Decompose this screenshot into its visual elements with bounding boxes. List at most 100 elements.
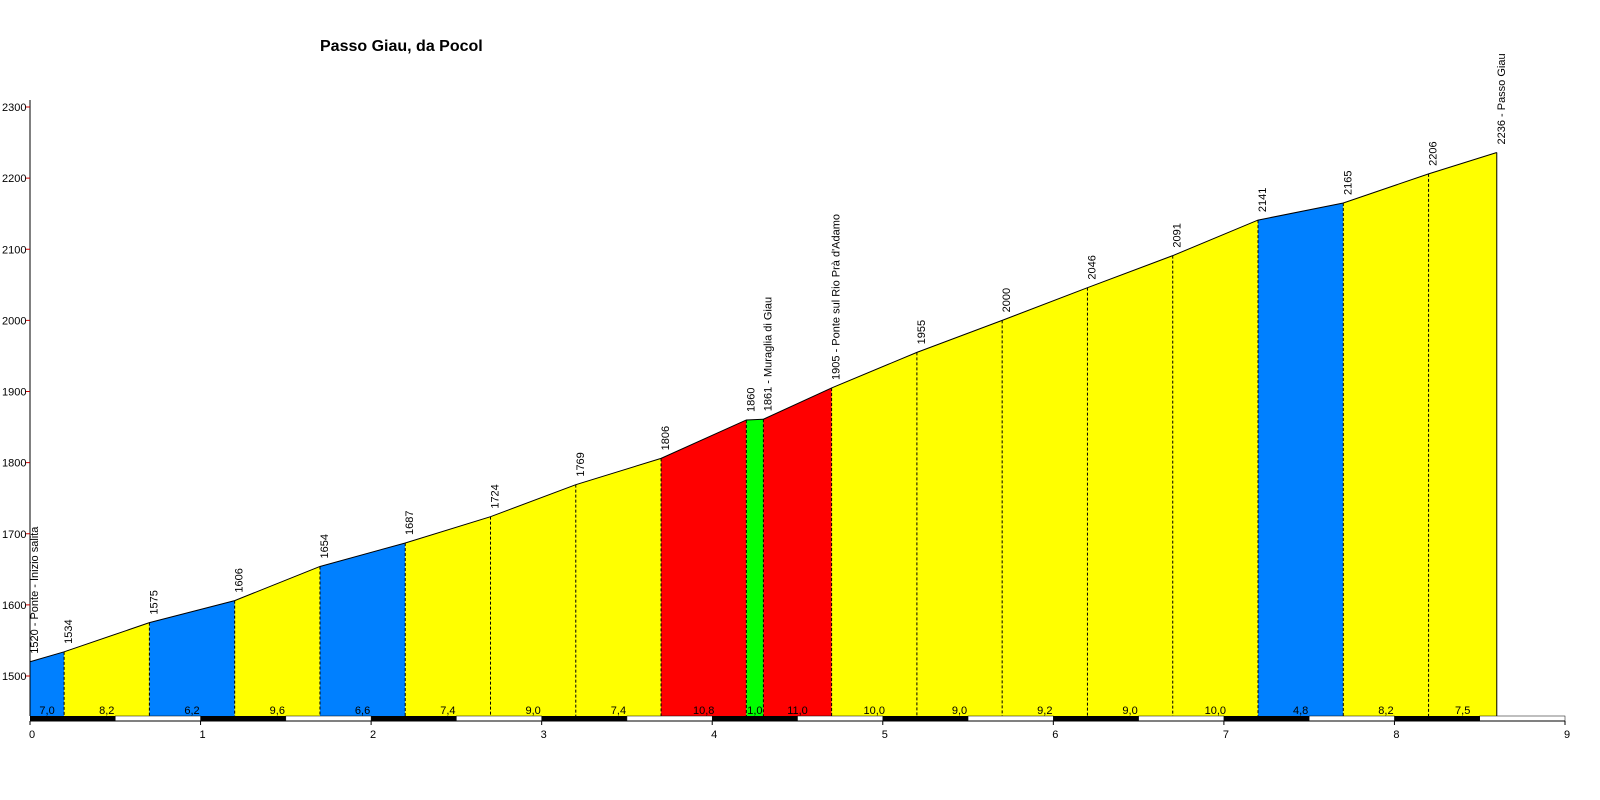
elevation-label: 1654 bbox=[319, 534, 331, 558]
y-tick-label: 2000 bbox=[2, 315, 26, 327]
y-tick-label: 1800 bbox=[2, 458, 26, 470]
elevation-label: 1575 bbox=[148, 590, 160, 614]
y-tick-label: 1500 bbox=[2, 671, 26, 683]
elevation-label: 2141 bbox=[1257, 188, 1269, 212]
scale-bar-dark bbox=[1223, 716, 1310, 721]
y-tick-label: 2200 bbox=[2, 173, 26, 185]
scale-bar-light bbox=[1479, 715, 1566, 722]
grade-label: 9,2 bbox=[1037, 705, 1052, 717]
scale-bar-light bbox=[967, 715, 1054, 722]
elevation-label: 1724 bbox=[490, 484, 502, 508]
elevation-label: 1769 bbox=[575, 452, 587, 476]
grade-label: 9,6 bbox=[270, 705, 285, 717]
profile-segment bbox=[149, 600, 235, 716]
scale-bar-light bbox=[797, 715, 884, 722]
profile-segment bbox=[763, 387, 832, 716]
elevation-label: 1520 - Ponte - Inizio salita bbox=[29, 526, 41, 654]
axis-layer: 1500 1600 1700 1800 1900 2000 2100 2200 2300 0 1 2 3… bbox=[2, 100, 1570, 741]
elevation-label: 2206 bbox=[1428, 141, 1440, 165]
profile-layer bbox=[29, 152, 1497, 663]
grade-label: 10,0 bbox=[864, 705, 885, 717]
grade-label: 10,8 bbox=[693, 705, 714, 717]
elevation-label: 1860 bbox=[745, 387, 757, 411]
x-tick-label: 6 bbox=[1052, 729, 1058, 741]
elevation-label: 2165 bbox=[1342, 171, 1354, 195]
profile-segment bbox=[661, 419, 747, 716]
grade-label: 6,2 bbox=[184, 705, 199, 717]
elevation-label: 1534 bbox=[63, 619, 75, 643]
profile-segment bbox=[746, 419, 764, 716]
profile-segment bbox=[575, 458, 662, 716]
scale-bar-light bbox=[115, 715, 201, 722]
y-tick-label: 1600 bbox=[2, 600, 26, 612]
grade-label: 11,0 bbox=[787, 705, 808, 717]
elevation-label: 2000 bbox=[1001, 288, 1013, 312]
grade-label: 8,2 bbox=[1378, 705, 1393, 717]
profile-segment bbox=[831, 352, 917, 716]
elevation-label: 1606 bbox=[234, 568, 246, 592]
x-tick-label: 0 bbox=[29, 729, 35, 741]
scale-bar-light bbox=[285, 715, 372, 722]
grade-label: 9,0 bbox=[525, 705, 540, 717]
grade-label: 4,8 bbox=[1293, 705, 1308, 717]
elevation-label: 1861 - Muraglia di Giau bbox=[762, 297, 774, 411]
profile-segment bbox=[490, 484, 576, 716]
x-tick-label: 7 bbox=[1223, 729, 1229, 741]
x-tick-label: 2 bbox=[370, 729, 376, 741]
x-tick-label: 1 bbox=[199, 729, 205, 741]
scale-bar-dark bbox=[712, 716, 798, 721]
profile-segment bbox=[30, 651, 65, 716]
x-tick-label: 9 bbox=[1564, 729, 1570, 741]
x-tick-label: 4 bbox=[711, 729, 717, 741]
scale-bar-dark bbox=[1394, 716, 1480, 721]
grade-label: 7,5 bbox=[1455, 705, 1470, 717]
profile-line bbox=[29, 152, 1497, 663]
x-tick-label: 5 bbox=[882, 729, 888, 741]
grade-label: 7,0 bbox=[39, 705, 54, 717]
scale-bar-dark bbox=[882, 716, 969, 721]
profile-segment bbox=[1087, 255, 1173, 716]
scale-bar-light bbox=[1308, 715, 1395, 722]
profile-segment bbox=[1002, 287, 1088, 716]
scale-bar-light bbox=[1138, 715, 1225, 722]
segments-layer: 7,0 8,2 6,2 9,6 6,6 7,4 9,0 7,4 10,8 1,0 11,0 10,0 9… bbox=[30, 152, 1497, 717]
y-tick-label: 1700 bbox=[2, 529, 26, 541]
profile-segment bbox=[64, 622, 150, 716]
grade-label: 1,0 bbox=[747, 705, 762, 717]
scale-bar-dark bbox=[200, 716, 286, 721]
grade-label: 7,4 bbox=[440, 705, 455, 717]
elevation-label: 1955 bbox=[916, 320, 928, 344]
grade-label: 9,0 bbox=[1122, 705, 1137, 717]
profile-segment bbox=[319, 542, 406, 716]
scale-bar-dark bbox=[371, 716, 457, 721]
profile-segment bbox=[234, 566, 320, 716]
scale-bar-dark bbox=[1053, 716, 1139, 721]
chart-title: Passo Giau, da Pocol bbox=[320, 38, 483, 55]
y-tick-label: 2100 bbox=[2, 244, 26, 256]
grade-label: 7,4 bbox=[611, 705, 626, 717]
elevation-label: 2046 bbox=[1086, 255, 1098, 279]
profile-segment bbox=[1258, 203, 1344, 717]
elevation-label: 2236 - Passo Giau bbox=[1496, 53, 1508, 144]
labels-layer: 1520 - Ponte - Inizio salita 1534 1575 1606… bbox=[29, 53, 1508, 653]
scale-bar-dark bbox=[541, 716, 627, 721]
elevation-label: 2091 bbox=[1172, 223, 1184, 247]
x-tick-label: 8 bbox=[1393, 729, 1399, 741]
grade-label: 8,2 bbox=[99, 705, 114, 717]
profile-segment bbox=[1172, 220, 1258, 716]
y-tick-label: 1900 bbox=[2, 387, 26, 399]
profile-segment bbox=[405, 516, 491, 716]
x-tick-label: 3 bbox=[541, 729, 547, 741]
elevation-label: 1905 - Ponte sul Rio Prà d'Adamo bbox=[831, 214, 843, 380]
profile-segment bbox=[916, 320, 1003, 716]
scale-bar-light bbox=[456, 715, 542, 722]
elevation-label: 1687 bbox=[404, 511, 416, 535]
profile-segment bbox=[1343, 173, 1429, 717]
grade-label: 9,0 bbox=[952, 705, 967, 717]
grade-label: 6,6 bbox=[355, 705, 370, 717]
scale-bar-light bbox=[626, 715, 713, 722]
elevation-label: 1806 bbox=[660, 426, 672, 450]
dividers-layer bbox=[63, 152, 1498, 716]
grade-label: 10,0 bbox=[1205, 705, 1226, 717]
